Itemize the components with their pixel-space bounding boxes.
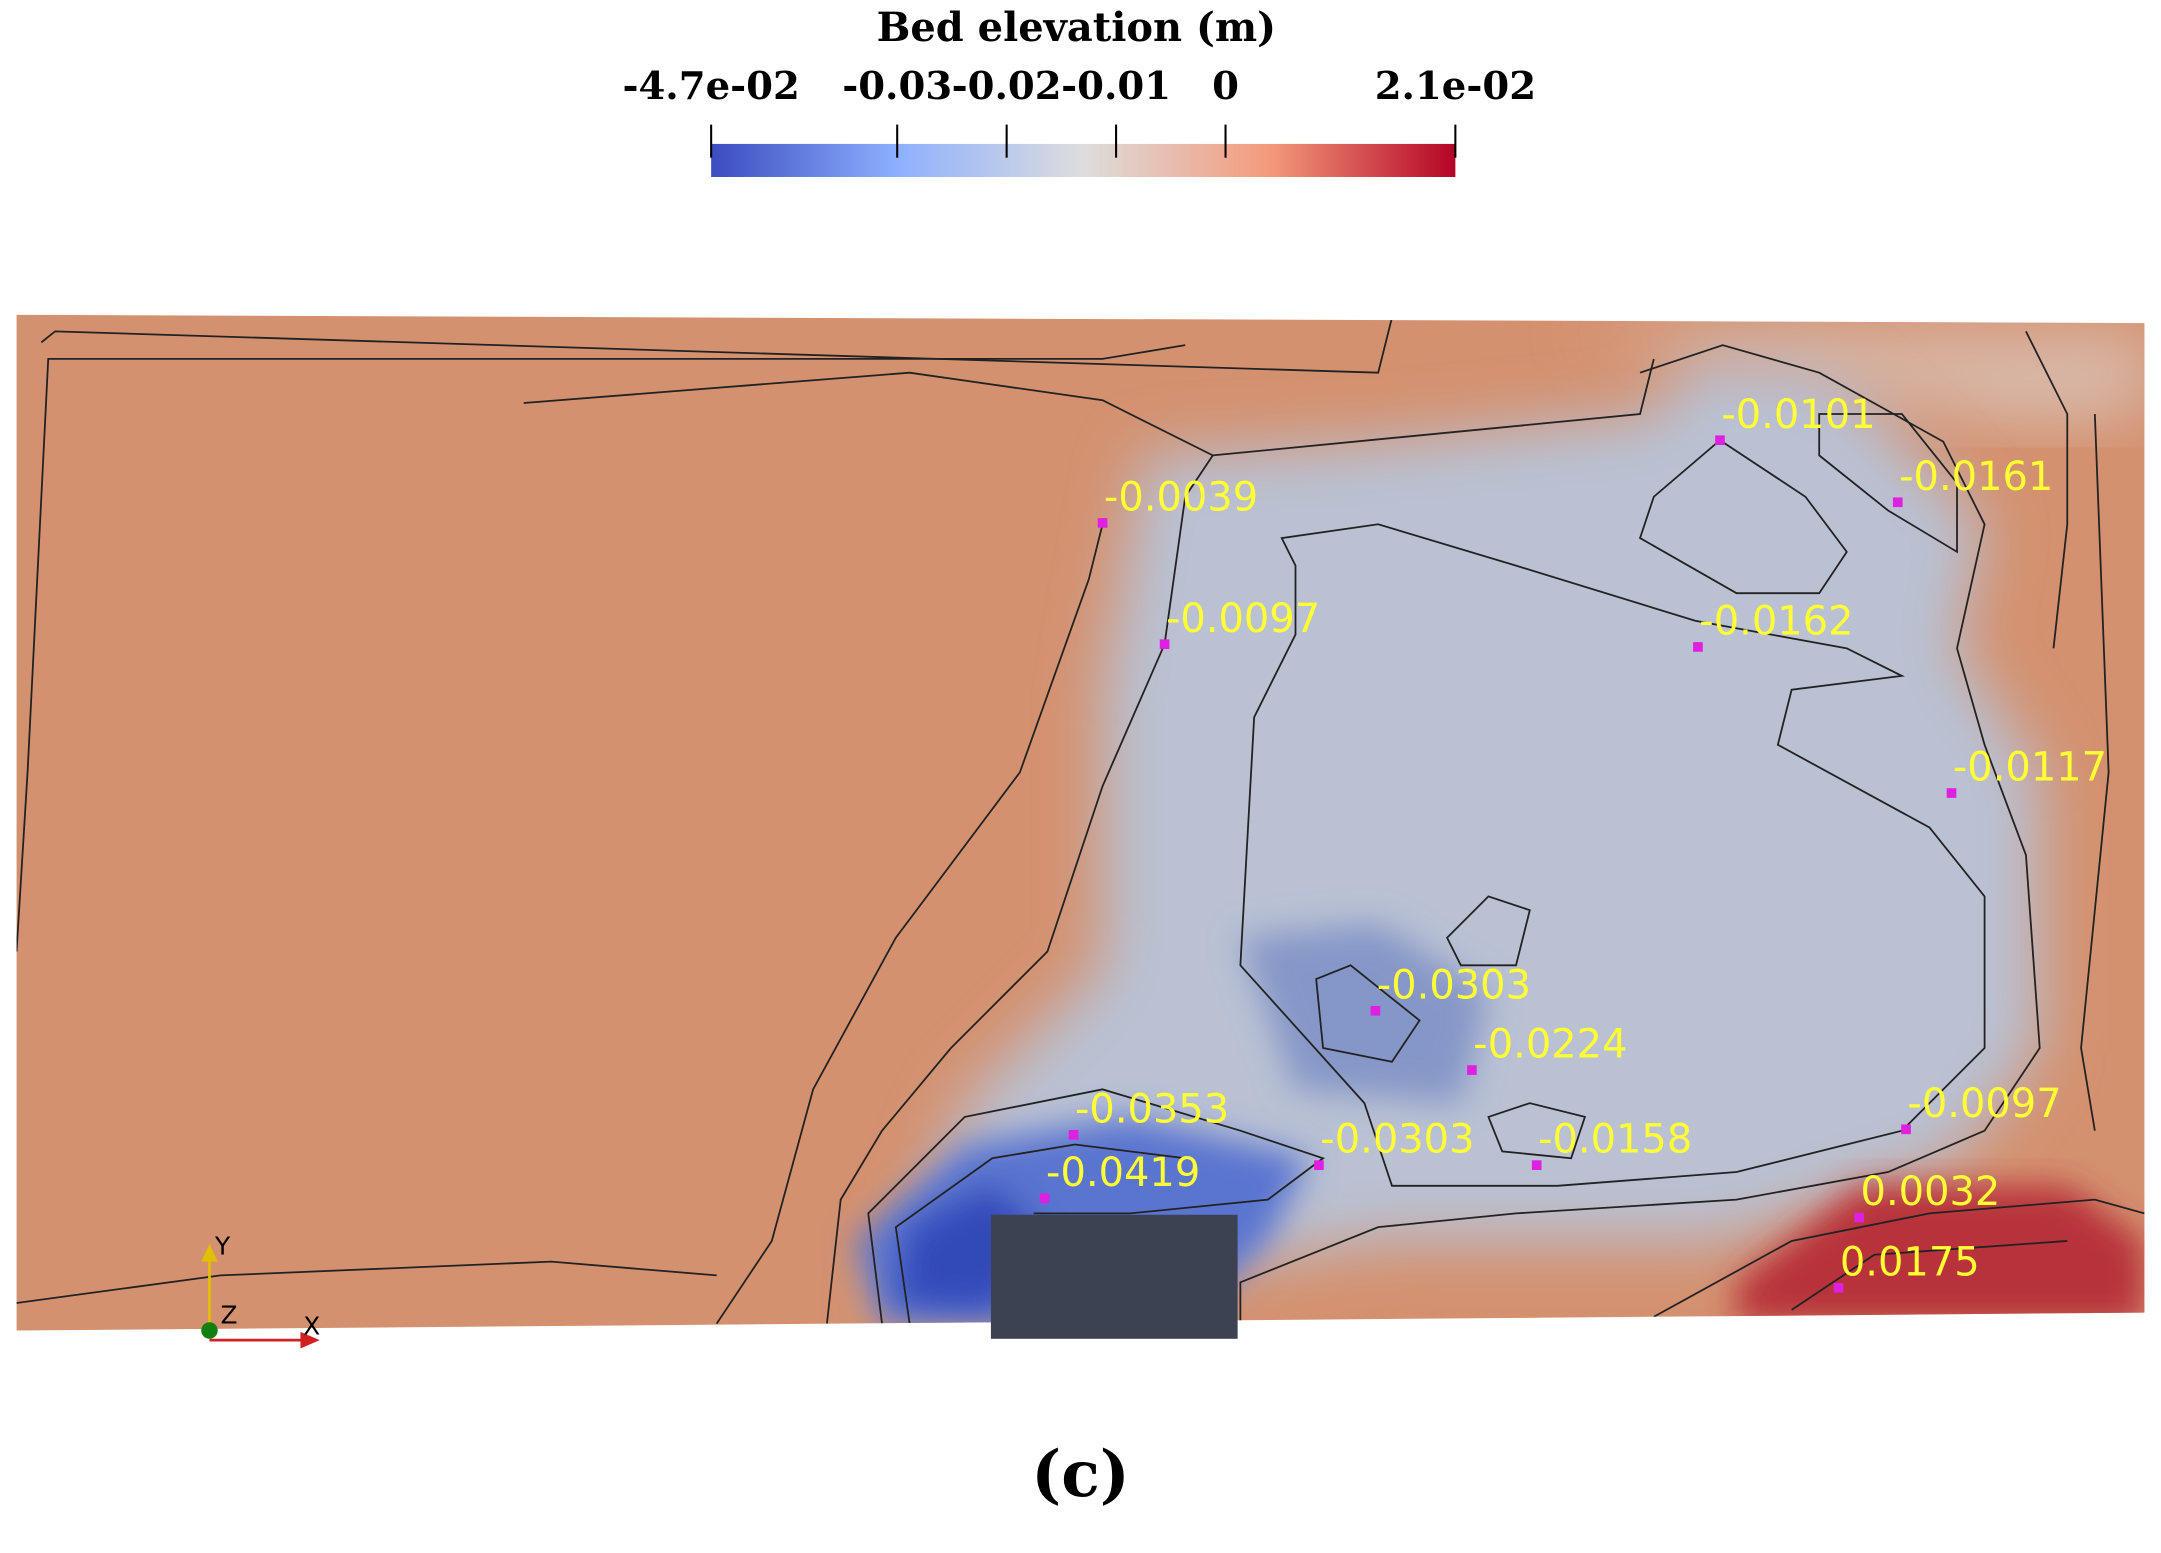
colorbar-tick-label: -0.01 (1061, 64, 1171, 109)
axes-triad: X Y Z (201, 1232, 320, 1349)
probe-label: -0.0097 (1166, 596, 1320, 642)
probe-marker (1097, 518, 1108, 528)
probe-marker (1854, 1212, 1865, 1223)
probe-label: -0.0419 (1046, 1150, 1200, 1196)
probe-marker (1531, 1160, 1542, 1170)
probe-label: -0.0039 (1104, 474, 1258, 520)
probe-marker (1833, 1282, 1844, 1293)
probe-label: -0.0158 (1538, 1117, 1692, 1163)
probe-label: -0.0303 (1377, 962, 1531, 1008)
colorbar (711, 143, 1456, 177)
probe-label: 0.0175 (1840, 1239, 1980, 1285)
colorbar-title: Bed elevation (m) (877, 4, 1276, 51)
probe-label: -0.0224 (1473, 1022, 1627, 1068)
probe-label: -0.0117 (1953, 745, 2107, 791)
probe-marker (1039, 1193, 1050, 1204)
axis-label: Y (214, 1232, 231, 1261)
colorbar-tick-label: 0 (1212, 64, 1239, 109)
colorbar-tick-label: 2.1e-02 (1375, 64, 1536, 109)
colorbar-tick-label: -4.7e-02 (622, 64, 799, 109)
probe-marker (1159, 639, 1170, 650)
probe-label: -0.0353 (1075, 1086, 1229, 1132)
probe-marker (1693, 642, 1703, 652)
probe-marker (1467, 1065, 1477, 1075)
probe-label: -0.0303 (1320, 1117, 1474, 1163)
probe-marker (1946, 788, 1957, 798)
structure (990, 1214, 1238, 1339)
axis-label: X (303, 1312, 320, 1341)
probe-label: -0.0161 (1899, 454, 2053, 500)
probe-marker (1370, 1005, 1381, 1016)
probe-marker (1715, 435, 1725, 446)
probe-label: -0.0162 (1699, 599, 1853, 645)
probe-marker (1901, 1124, 1911, 1135)
probe-marker (1068, 1130, 1079, 1140)
probe-label: -0.0097 (1907, 1081, 2061, 1127)
colorbar-tick-label: -0.03 (842, 64, 952, 109)
axis-label: Z (221, 1301, 238, 1330)
probe-label: 0.0032 (1861, 1169, 2001, 1215)
caption: (c) (1031, 1436, 1130, 1511)
probe-marker (1314, 1160, 1324, 1170)
colorbar-tick-label: -0.02 (952, 64, 1062, 109)
probe-label: -0.0101 (1721, 392, 1875, 438)
probe-marker (1892, 497, 1903, 508)
